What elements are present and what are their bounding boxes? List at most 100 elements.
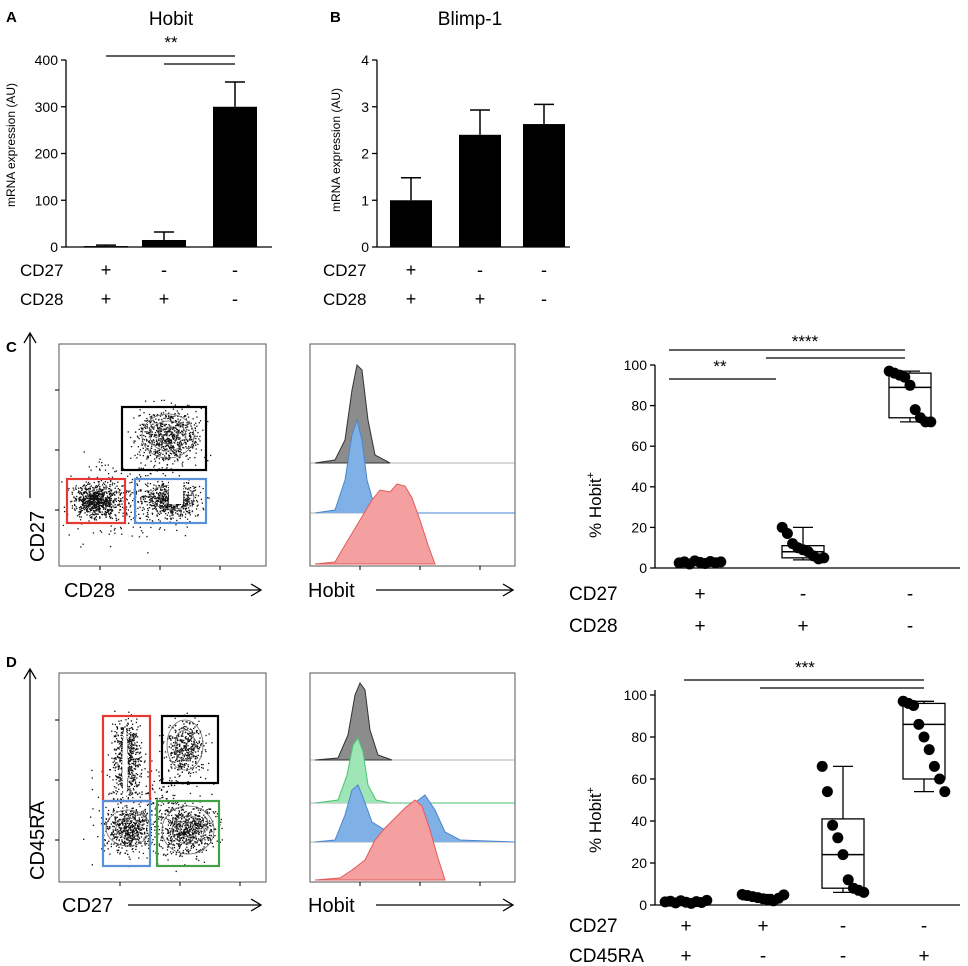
event-dot: [148, 847, 150, 849]
event-dot: [160, 512, 162, 514]
event-dot: [80, 546, 82, 548]
event-dot: [184, 516, 187, 518]
event-dot: [188, 783, 190, 785]
event-dot: [134, 762, 137, 765]
event-dot: [148, 427, 151, 429]
event-dot: [113, 764, 115, 766]
event-dot: [83, 484, 86, 486]
event-dot: [168, 439, 170, 442]
event-dot: [183, 485, 186, 487]
event-dot: [101, 511, 103, 513]
event-dot: [80, 496, 82, 498]
event-dot: [108, 533, 110, 535]
event-dot: [103, 501, 105, 503]
event-dot: [86, 507, 89, 510]
event-dot: [166, 506, 168, 509]
event-dot: [157, 444, 159, 446]
event-dot: [161, 813, 163, 815]
event-dot: [124, 830, 126, 832]
event-dot: [86, 505, 88, 508]
event-dot: [160, 424, 162, 426]
event-dot: [192, 767, 194, 769]
event-dot: [126, 514, 128, 516]
event-dot: [127, 431, 129, 433]
event-dot: [98, 505, 100, 507]
event-dot: [78, 487, 80, 489]
event-dot: [100, 480, 103, 482]
event-dot: [190, 437, 192, 439]
event-dot: [152, 788, 154, 791]
event-dot: [208, 762, 210, 765]
event-dot: [195, 422, 197, 424]
event-dot: [194, 814, 197, 817]
event-dot: [180, 812, 183, 815]
event-dot: [122, 739, 124, 741]
event-dot: [98, 810, 100, 812]
event-dot: [160, 804, 162, 807]
event-dot: [199, 491, 202, 494]
event-dot: [164, 445, 166, 448]
event-dot: [117, 777, 119, 779]
event-dot: [189, 775, 191, 777]
y-tick-label: 60: [631, 438, 647, 454]
event-dot: [178, 823, 180, 825]
data-point: [925, 416, 937, 428]
event-dot: [105, 513, 107, 515]
event-dot: [154, 814, 156, 816]
event-dot: [167, 830, 169, 832]
event-dot: [107, 500, 109, 502]
event-dot: [100, 504, 102, 507]
event-dot: [110, 509, 113, 511]
event-dot: [157, 439, 160, 441]
event-dot: [181, 739, 183, 741]
event-dot: [140, 747, 142, 749]
event-dot: [198, 844, 200, 846]
event-dot: [131, 738, 134, 741]
event-dot: [151, 445, 153, 447]
event-dot: [179, 441, 181, 443]
event-dot: [120, 734, 122, 737]
event-dot: [182, 814, 184, 816]
event-dot: [117, 820, 119, 822]
event-dot: [176, 814, 178, 816]
event-dot: [98, 508, 100, 510]
event-dot: [202, 837, 204, 840]
event-dot: [100, 501, 102, 503]
event-dot: [177, 510, 179, 512]
event-dot: [125, 826, 128, 829]
event-dot: [121, 770, 123, 772]
event-dot: [175, 825, 177, 827]
event-dot: [187, 748, 190, 750]
event-dot: [142, 821, 144, 823]
event-dot: [132, 848, 134, 850]
event-dot: [186, 721, 188, 723]
event-dot: [180, 765, 182, 768]
event-dot: [131, 741, 133, 743]
event-dot: [192, 847, 195, 849]
event-dot: [161, 505, 163, 507]
event-dot: [126, 783, 128, 785]
event-dot: [128, 741, 130, 743]
event-dot: [95, 498, 97, 500]
event-dot: [97, 502, 99, 504]
event-dot: [137, 500, 139, 503]
event-dot: [135, 760, 137, 763]
event-dot: [143, 451, 145, 454]
event-dot: [156, 443, 158, 445]
event-dot: [103, 839, 106, 841]
event-dot: [178, 431, 180, 433]
event-dot: [119, 723, 121, 725]
event-dot: [195, 824, 197, 826]
event-dot: [86, 514, 88, 516]
event-dot: [146, 804, 149, 806]
event-dot: [125, 829, 127, 832]
event-dot: [202, 818, 204, 820]
event-dot: [142, 852, 144, 855]
event-dot: [155, 820, 157, 823]
event-dot: [138, 513, 140, 515]
event-dot: [138, 428, 140, 431]
event-dot: [167, 498, 169, 501]
event-dot: [74, 509, 76, 511]
event-dot: [122, 841, 124, 844]
event-dot: [156, 501, 159, 503]
